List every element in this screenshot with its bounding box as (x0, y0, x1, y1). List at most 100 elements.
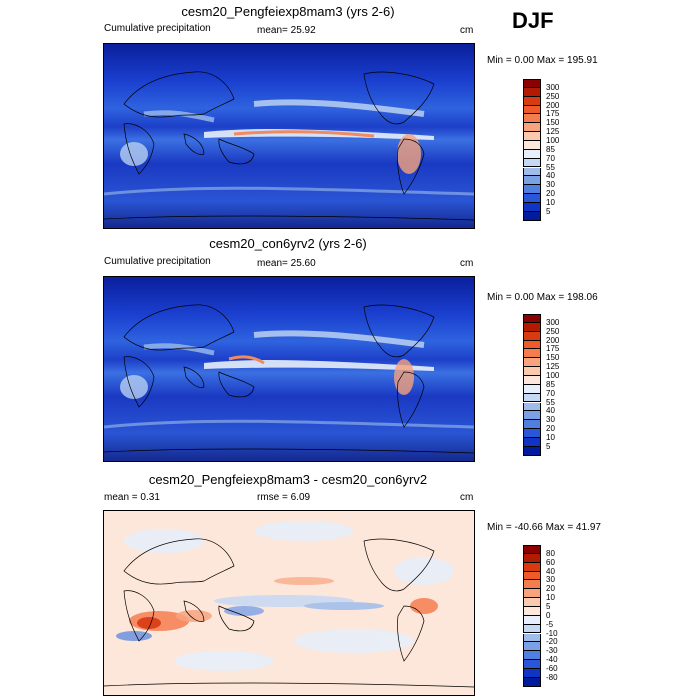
colorbar-label: 175 (546, 344, 560, 354)
colorbar-label: 20 (546, 424, 555, 434)
colorbar-swatch (523, 598, 541, 607)
colorbar-label: 60 (546, 557, 555, 567)
colorbar-swatch (523, 358, 541, 368)
colorbar-swatch (523, 606, 541, 616)
colorbar-swatch (523, 393, 541, 403)
colorbar-label: 80 (546, 548, 555, 558)
panel-3-mean: mean = 0.31 (104, 492, 160, 503)
colorbar-swatch (523, 96, 541, 106)
colorbar-swatch (523, 185, 541, 195)
panel-3-units: cm (460, 492, 474, 503)
colorbar-label: 10 (546, 197, 555, 207)
panel-3-rmse: rmse = 6.09 (257, 492, 311, 503)
colorbar-label: -20 (546, 637, 558, 647)
colorbar-swatch (523, 349, 541, 359)
panel-1-left-label: Cumulative precipitation (104, 23, 211, 34)
panel-3-colorbar: 80 60 40 30 20 10 5 0 -5 -10 -20 -30 -40 -60 -80 (523, 545, 558, 687)
colorbar-swatch (523, 633, 541, 643)
colorbar-swatch (523, 340, 541, 350)
panel-1-minmax: Min = 0.00 Max = 195.91 (487, 55, 598, 66)
colorbar-swatch (523, 437, 541, 447)
colorbar-swatch (523, 642, 541, 652)
panel-1-map (103, 43, 475, 229)
colorbar-label: 40 (546, 171, 555, 181)
colorbar-swatch (523, 322, 541, 332)
colorbar-swatch (523, 314, 541, 323)
colorbar-swatch (523, 140, 541, 150)
colorbar-swatch (523, 562, 541, 572)
colorbar-swatch (523, 176, 541, 186)
colorbar-swatch (523, 589, 541, 599)
colorbar-label: 30 (546, 180, 555, 190)
colorbar-label: 55 (546, 162, 555, 172)
colorbar-label: 250 (546, 326, 560, 336)
panel-3-map-image (104, 511, 474, 695)
colorbar-label: 20 (546, 189, 555, 199)
colorbar-label: 70 (546, 388, 555, 398)
colorbar-label: 30 (546, 415, 555, 425)
colorbar-label: 200 (546, 335, 560, 345)
colorbar-label: 125 (546, 127, 560, 137)
panel-2-mean-label: mean= 25.60 (257, 258, 316, 269)
panel-3-title: cesm20_Pengfeiexp8mam3 - cesm20_con6yrv2 (148, 472, 428, 487)
colorbar-label: 5 (546, 206, 551, 216)
colorbar-swatch (523, 211, 541, 221)
colorbar-swatch (523, 367, 541, 376)
colorbar-label: 250 (546, 91, 560, 101)
colorbar-swatch (523, 545, 541, 554)
colorbar-label: 150 (546, 353, 560, 363)
panel-2-colorbar: 300 250 200 175 150 125 100 85 70 55 40 30 20 10 5 (523, 314, 559, 456)
panel-1-map-image (104, 44, 474, 228)
colorbar-swatch (523, 651, 541, 661)
colorbar-swatch (523, 123, 541, 133)
colorbar-swatch (523, 114, 541, 124)
colorbar-swatch (523, 420, 541, 430)
panel-1-units: cm (460, 25, 474, 36)
colorbar-swatch (523, 677, 541, 687)
panel-2-title: cesm20_con6yrv2 (yrs 2-6) (209, 236, 367, 251)
colorbar-swatch (523, 411, 541, 421)
colorbar-swatch (523, 446, 541, 456)
panel-2-map (103, 276, 475, 462)
colorbar-label: -5 (546, 619, 554, 629)
colorbar-swatch (523, 668, 541, 678)
colorbar-swatch (523, 553, 541, 563)
colorbar-swatch (523, 580, 541, 590)
colorbar-label: 200 (546, 100, 560, 110)
colorbar-label: 40 (546, 406, 555, 416)
colorbar-swatch (523, 624, 541, 634)
colorbar-label: 5 (546, 441, 551, 451)
colorbar-label: 125 (546, 362, 560, 372)
colorbar-swatch (523, 384, 541, 394)
panel-2-map-image (104, 277, 474, 461)
colorbar-swatch (523, 132, 541, 141)
colorbar-label: 100 (546, 135, 560, 145)
colorbar-label: 5 (546, 601, 551, 611)
colorbar-label: 10 (546, 593, 555, 603)
colorbar-label: 85 (546, 379, 555, 389)
colorbar-swatch (523, 202, 541, 212)
panel-2-left-label: Cumulative precipitation (104, 256, 211, 267)
colorbar-label: 0 (546, 610, 551, 620)
panel-1-mean-label: mean= 25.92 (257, 25, 316, 36)
colorbar-label: 70 (546, 153, 555, 163)
colorbar-label: 55 (546, 397, 555, 407)
colorbar-label: 10 (546, 432, 555, 442)
colorbar-swatch (523, 402, 541, 412)
colorbar-swatch (523, 167, 541, 177)
colorbar-swatch (523, 158, 541, 168)
colorbar-label: 40 (546, 566, 555, 576)
colorbar-swatch (523, 149, 541, 159)
colorbar-label: 150 (546, 118, 560, 128)
colorbar-label: -30 (546, 646, 558, 656)
panel-3-minmax: Min = -40.66 Max = 41.97 (487, 522, 601, 533)
colorbar-swatch (523, 331, 541, 341)
colorbar-label: 100 (546, 370, 560, 380)
panel-1-title: cesm20_Pengfeiexp8mam3 (yrs 2-6) (181, 4, 395, 19)
colorbar-label: 300 (546, 82, 560, 92)
colorbar-label: -10 (546, 628, 558, 638)
colorbar-label: -60 (546, 663, 558, 673)
colorbar-swatch (523, 87, 541, 97)
colorbar-label: -40 (546, 655, 558, 665)
colorbar-swatch (523, 429, 541, 438)
